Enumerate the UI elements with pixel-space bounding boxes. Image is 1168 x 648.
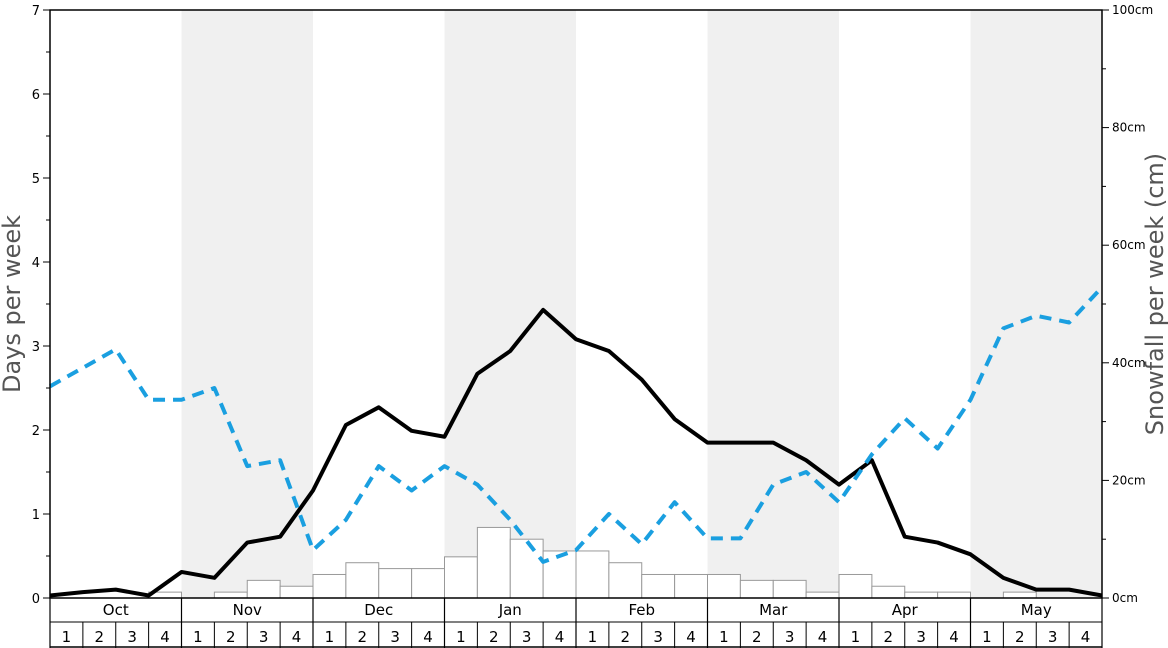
week-label: 1 <box>193 628 203 646</box>
dashed-series-line <box>49 285 1104 564</box>
week-label: 1 <box>982 628 992 646</box>
week-label: 4 <box>818 628 828 646</box>
right-tick-label: 100cm <box>1112 3 1153 17</box>
month-label: May <box>1021 601 1052 619</box>
snowfall-bar <box>937 591 971 599</box>
snowfall-bar <box>509 538 544 599</box>
snowfall-bar <box>1002 591 1037 599</box>
snowfall-bar <box>608 562 643 599</box>
snowfall-bar <box>476 526 511 599</box>
week-label: 4 <box>1081 628 1091 646</box>
week-label: 4 <box>292 628 302 646</box>
snowfall-bar <box>641 573 676 599</box>
snowfall-bar <box>838 573 873 599</box>
left-tick-label: 3 <box>32 340 40 355</box>
snowfall-bar <box>871 585 906 599</box>
right-tick-label: 80cm <box>1112 121 1146 135</box>
left-axis: 0 1 2 3 4 5 6 7 <box>32 4 50 607</box>
snowfall-bar <box>739 579 774 599</box>
bottom-axis: Oct 1 2 3 4 Nov 1 2 3 4 Dec 1 2 3 4 Jan 1 2 3 4 Feb 1 2 3 4 Mar 1 2… <box>49 598 1103 648</box>
snowfall-bar <box>674 573 708 599</box>
week-label: 2 <box>752 628 762 646</box>
month-band-nov <box>181 10 313 598</box>
month-label: Oct <box>103 601 129 619</box>
month-bands <box>181 10 1102 598</box>
left-tick-label: 1 <box>32 508 40 523</box>
left-tick-label: 4 <box>32 256 40 271</box>
week-label: 3 <box>127 628 137 646</box>
week-label: 4 <box>423 628 433 646</box>
week-label: 2 <box>489 628 499 646</box>
week-label: 2 <box>226 628 236 646</box>
week-label: 1 <box>325 628 335 646</box>
month-label: Jan <box>498 601 522 619</box>
week-label: 4 <box>555 628 565 646</box>
month-label: Nov <box>233 601 262 619</box>
week-label: 2 <box>95 628 105 646</box>
week-label: 3 <box>1048 628 1058 646</box>
snowfall-bar <box>279 585 314 599</box>
right-tick-label: 20cm <box>1112 473 1146 487</box>
snowfall-bar <box>772 579 807 599</box>
week-label: 3 <box>390 628 400 646</box>
snowfall-bar <box>246 579 281 599</box>
week-label: 4 <box>686 628 696 646</box>
left-tick-label: 6 <box>32 88 40 103</box>
snowfall-bar <box>805 591 840 599</box>
left-tick-label: 7 <box>32 4 40 19</box>
month-band-jan <box>444 10 576 598</box>
week-label: 4 <box>949 628 959 646</box>
week-label: 3 <box>653 628 663 646</box>
right-axis: 0cm 20cm 40cm 60cm 80cm 100cm <box>1102 3 1153 605</box>
data-lines <box>49 285 1104 598</box>
month-label: Feb <box>628 601 655 619</box>
right-tick-label: 60cm <box>1112 238 1146 252</box>
right-axis-title: Snowfall per week (cm) <box>1141 153 1168 435</box>
week-label: 2 <box>1015 628 1025 646</box>
snowfall-bar <box>707 573 741 599</box>
snowfall-bar <box>904 591 939 599</box>
snowfall-bar <box>575 550 610 599</box>
week-label: 1 <box>456 628 466 646</box>
month-label: Apr <box>892 601 919 619</box>
week-label: 4 <box>160 628 170 646</box>
snowfall-bar <box>444 556 478 599</box>
month-band-may <box>970 10 1102 598</box>
solid-series-line <box>49 307 1103 598</box>
week-label: 1 <box>719 628 729 646</box>
snowfall-bar <box>213 591 248 599</box>
snowfall-bars <box>148 526 1037 599</box>
right-tick-label: 0cm <box>1112 591 1138 605</box>
week-label: 1 <box>851 628 861 646</box>
week-label: 1 <box>588 628 598 646</box>
week-label: 1 <box>62 628 72 646</box>
month-band-mar <box>707 10 839 598</box>
snowfall-bar <box>378 568 413 599</box>
week-label: 2 <box>884 628 894 646</box>
left-tick-label: 5 <box>32 172 40 187</box>
snowfall-bar <box>542 550 577 599</box>
left-tick-label: 0 <box>32 592 40 607</box>
week-label: 3 <box>916 628 926 646</box>
snowfall-bar <box>312 573 347 599</box>
week-label: 2 <box>358 628 368 646</box>
left-axis-title: Days per week <box>0 215 26 393</box>
right-tick-label: 40cm <box>1112 356 1146 370</box>
month-label: Dec <box>364 601 393 619</box>
week-label: 3 <box>522 628 532 646</box>
week-label: 3 <box>785 628 795 646</box>
left-tick-label: 2 <box>32 424 40 439</box>
snowfall-bar <box>411 568 445 599</box>
snowfall-bar <box>345 562 380 599</box>
week-label: 2 <box>621 628 631 646</box>
week-label: 3 <box>259 628 269 646</box>
month-label: Mar <box>759 601 788 619</box>
